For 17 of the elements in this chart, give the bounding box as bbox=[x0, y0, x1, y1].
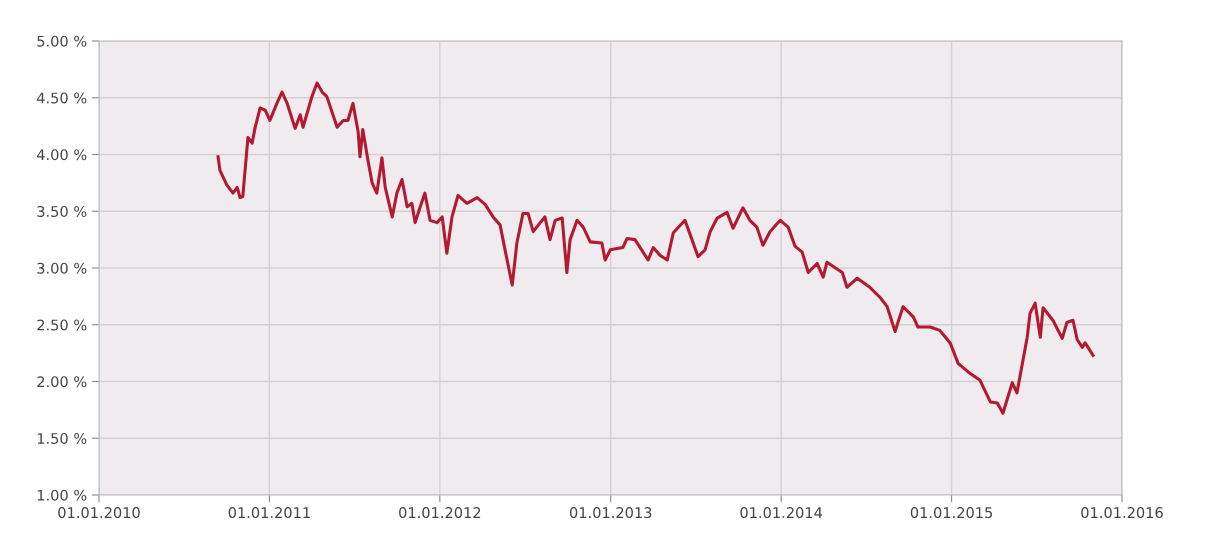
y-tick-label: 5.00 % bbox=[37, 35, 87, 47]
x-tick-label: 01.01.2011 bbox=[228, 507, 310, 519]
y-tick-label: 1.00 % bbox=[37, 489, 87, 501]
x-tick-label: 01.01.2010 bbox=[58, 507, 140, 519]
y-tick-label: 4.00 % bbox=[36, 149, 87, 161]
x-tick-label: 01.01.2016 bbox=[1081, 507, 1163, 519]
x-tick-label: 01.01.2015 bbox=[910, 507, 993, 519]
y-tick-label: 2.00 % bbox=[37, 376, 87, 388]
x-tick-label: 01.01.2012 bbox=[399, 507, 481, 519]
y-tick-label: 4.50 % bbox=[36, 92, 87, 104]
line-series bbox=[216, 81, 1095, 415]
x-tick-label: 01.01.2014 bbox=[740, 507, 823, 519]
x-tick-label: 01.01.2013 bbox=[569, 507, 652, 519]
y-tick-label: 1.50 % bbox=[37, 432, 87, 444]
y-tick-label: 2.50 % bbox=[37, 319, 87, 331]
y-tick-label: 3.50 % bbox=[37, 205, 87, 217]
y-tick-label: 3.00 % bbox=[37, 262, 87, 274]
